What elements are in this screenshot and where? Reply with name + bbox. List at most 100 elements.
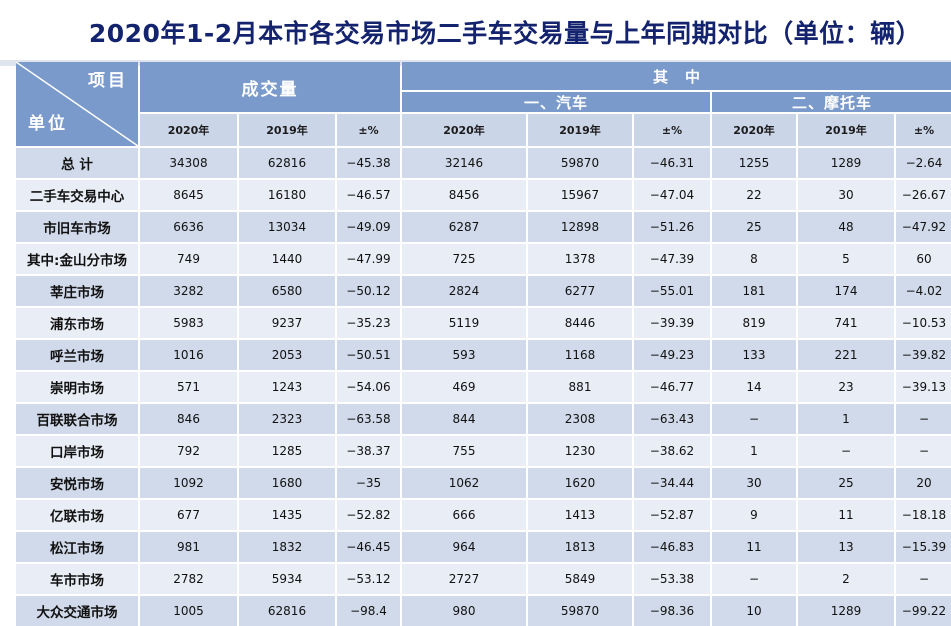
row-label: 总 计 (16, 148, 138, 178)
table-cell: 8645 (140, 180, 237, 210)
table-cell: 1620 (528, 468, 632, 498)
table-cell: 1 (798, 404, 894, 434)
table-cell: −99.22 (896, 596, 951, 626)
table-cell: 792 (140, 436, 237, 466)
table-cell: 5934 (239, 564, 335, 594)
row-label: 市旧车市场 (16, 212, 138, 242)
table-cell: −50.12 (337, 276, 400, 306)
table-cell: 23 (798, 372, 894, 402)
table-cell: 25 (712, 212, 796, 242)
table-cell: 25 (798, 468, 894, 498)
corner-item-label: 项目 (88, 71, 128, 91)
table-cell: 1016 (140, 340, 237, 370)
table-cell: 677 (140, 500, 237, 530)
table-cell: −53.12 (337, 564, 400, 594)
table-cell: 593 (402, 340, 526, 370)
table-cell: 13 (798, 532, 894, 562)
table-cell: 755 (402, 436, 526, 466)
table-cell: −63.58 (337, 404, 400, 434)
table-cell: 5849 (528, 564, 632, 594)
row-label: 崇明市场 (16, 372, 138, 402)
row-label: 松江市场 (16, 532, 138, 562)
table-cell: 1813 (528, 532, 632, 562)
table-cell: −55.01 (634, 276, 710, 306)
table-cell: 571 (140, 372, 237, 402)
table-cell: 881 (528, 372, 632, 402)
table-cell: −46.45 (337, 532, 400, 562)
table-cell: 980 (402, 596, 526, 626)
table-cell: −39.39 (634, 308, 710, 338)
table-cell: 6636 (140, 212, 237, 242)
table-cell: −35.23 (337, 308, 400, 338)
table-cell: 30 (712, 468, 796, 498)
table-cell: −47.99 (337, 244, 400, 274)
table-cell: −47.39 (634, 244, 710, 274)
table-cell: −49.23 (634, 340, 710, 370)
table-cell: −52.82 (337, 500, 400, 530)
table-cell: 133 (712, 340, 796, 370)
table-cell: −46.77 (634, 372, 710, 402)
table-cell: 221 (798, 340, 894, 370)
table-cell: −38.37 (337, 436, 400, 466)
table-cell: 62816 (239, 148, 335, 178)
col-pct-total: ±% (337, 114, 400, 146)
table-cell: −39.13 (896, 372, 951, 402)
table-cell: − (896, 404, 951, 434)
col-2019-car: 2019年 (528, 114, 632, 146)
table-cell: 6277 (528, 276, 632, 306)
table-cell: 844 (402, 404, 526, 434)
table-cell: −50.51 (337, 340, 400, 370)
table-cell: 964 (402, 532, 526, 562)
table-cell: 1832 (239, 532, 335, 562)
table-cell: −39.82 (896, 340, 951, 370)
table-cell: −46.57 (337, 180, 400, 210)
table-cell: 6580 (239, 276, 335, 306)
table-cell: 2 (798, 564, 894, 594)
table-cell: 59870 (528, 148, 632, 178)
row-label: 亿联市场 (16, 500, 138, 530)
table-cell: 666 (402, 500, 526, 530)
data-table: 项目 单位 成交量 其 中 一、汽车 二、摩托车 2020年 2019年 ±% … (16, 62, 951, 626)
col-2019-total: 2019年 (239, 114, 335, 146)
table-cell: 1168 (528, 340, 632, 370)
table-cell: 60 (896, 244, 951, 274)
row-label: 车市市场 (16, 564, 138, 594)
table-cell: 2782 (140, 564, 237, 594)
table-cell: 8456 (402, 180, 526, 210)
row-label: 莘庄市场 (16, 276, 138, 306)
table-cell: 846 (140, 404, 237, 434)
table-cell: − (712, 404, 796, 434)
table-cell: 1 (712, 436, 796, 466)
col-2020-total: 2020年 (140, 114, 237, 146)
moto-group-header: 二、摩托车 (712, 92, 951, 112)
table-cell: 9 (712, 500, 796, 530)
table-cell: 1680 (239, 468, 335, 498)
table-cell: 469 (402, 372, 526, 402)
table-cell: −18.18 (896, 500, 951, 530)
row-label: 浦东市场 (16, 308, 138, 338)
corner-unit-label: 单位 (28, 114, 68, 134)
table-cell: −15.39 (896, 532, 951, 562)
table-cell: −54.06 (337, 372, 400, 402)
table-cell: 11 (712, 532, 796, 562)
table-cell: −47.92 (896, 212, 951, 242)
table-cell: 2727 (402, 564, 526, 594)
table-cell: 1255 (712, 148, 796, 178)
table-cell: 5983 (140, 308, 237, 338)
table-cell: 1413 (528, 500, 632, 530)
page-title: 2020年1-2月本市各交易市场二手车交易量与上年同期对比（单位：辆） (88, 19, 922, 48)
table-cell: 16180 (239, 180, 335, 210)
table-cell: −98.36 (634, 596, 710, 626)
col-2020-moto: 2020年 (712, 114, 796, 146)
table-cell: 1378 (528, 244, 632, 274)
col-2019-moto: 2019年 (798, 114, 894, 146)
table-cell: 62816 (239, 596, 335, 626)
table-cell: 15967 (528, 180, 632, 210)
table-cell: 2308 (528, 404, 632, 434)
table-cell: 2824 (402, 276, 526, 306)
table-cell: 6287 (402, 212, 526, 242)
deal-volume-header: 成交量 (140, 62, 400, 112)
table-cell: 8446 (528, 308, 632, 338)
table-cell: 749 (140, 244, 237, 274)
table-cell: 1289 (798, 596, 894, 626)
